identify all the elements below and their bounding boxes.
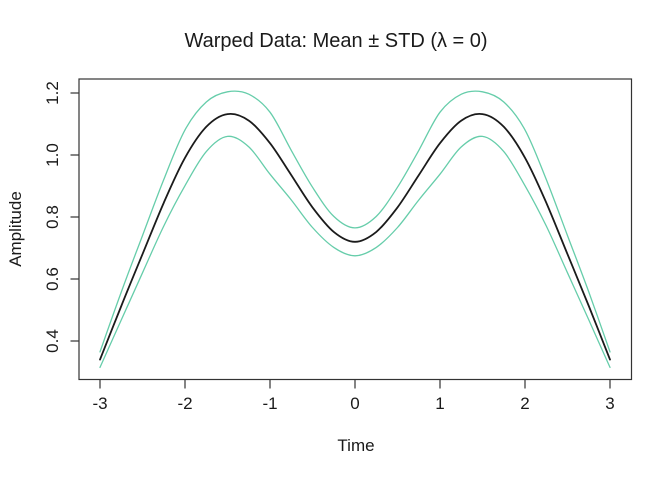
x-tick-label: 2 xyxy=(520,394,530,413)
y-tick-label: 0.8 xyxy=(43,205,62,229)
data-curves xyxy=(99,90,611,369)
x-tick-label: -1 xyxy=(262,394,278,413)
x-tick-label: -3 xyxy=(92,394,108,413)
x-tick-label: 3 xyxy=(605,394,615,413)
y-tick-label: 1.0 xyxy=(43,143,62,167)
y-axis-title: Amplitude xyxy=(6,191,25,267)
series-mean xyxy=(99,112,611,361)
x-axis-ticks xyxy=(99,379,611,389)
y-tick-label: 0.4 xyxy=(43,329,62,353)
y-tick-label: 0.6 xyxy=(43,267,62,291)
x-tick-label: -2 xyxy=(177,394,193,413)
chart-title: Warped Data: Mean ± STD (λ = 0) xyxy=(184,30,488,52)
y-tick-label: 1.2 xyxy=(43,81,62,105)
x-tick-label: 0 xyxy=(350,394,360,413)
y-axis-ticks xyxy=(70,92,79,342)
x-tick-label: 1 xyxy=(435,394,445,413)
series-mean_minus_std xyxy=(99,135,611,369)
series-mean_plus_std xyxy=(99,90,611,353)
x-axis-title: Time xyxy=(337,436,375,455)
